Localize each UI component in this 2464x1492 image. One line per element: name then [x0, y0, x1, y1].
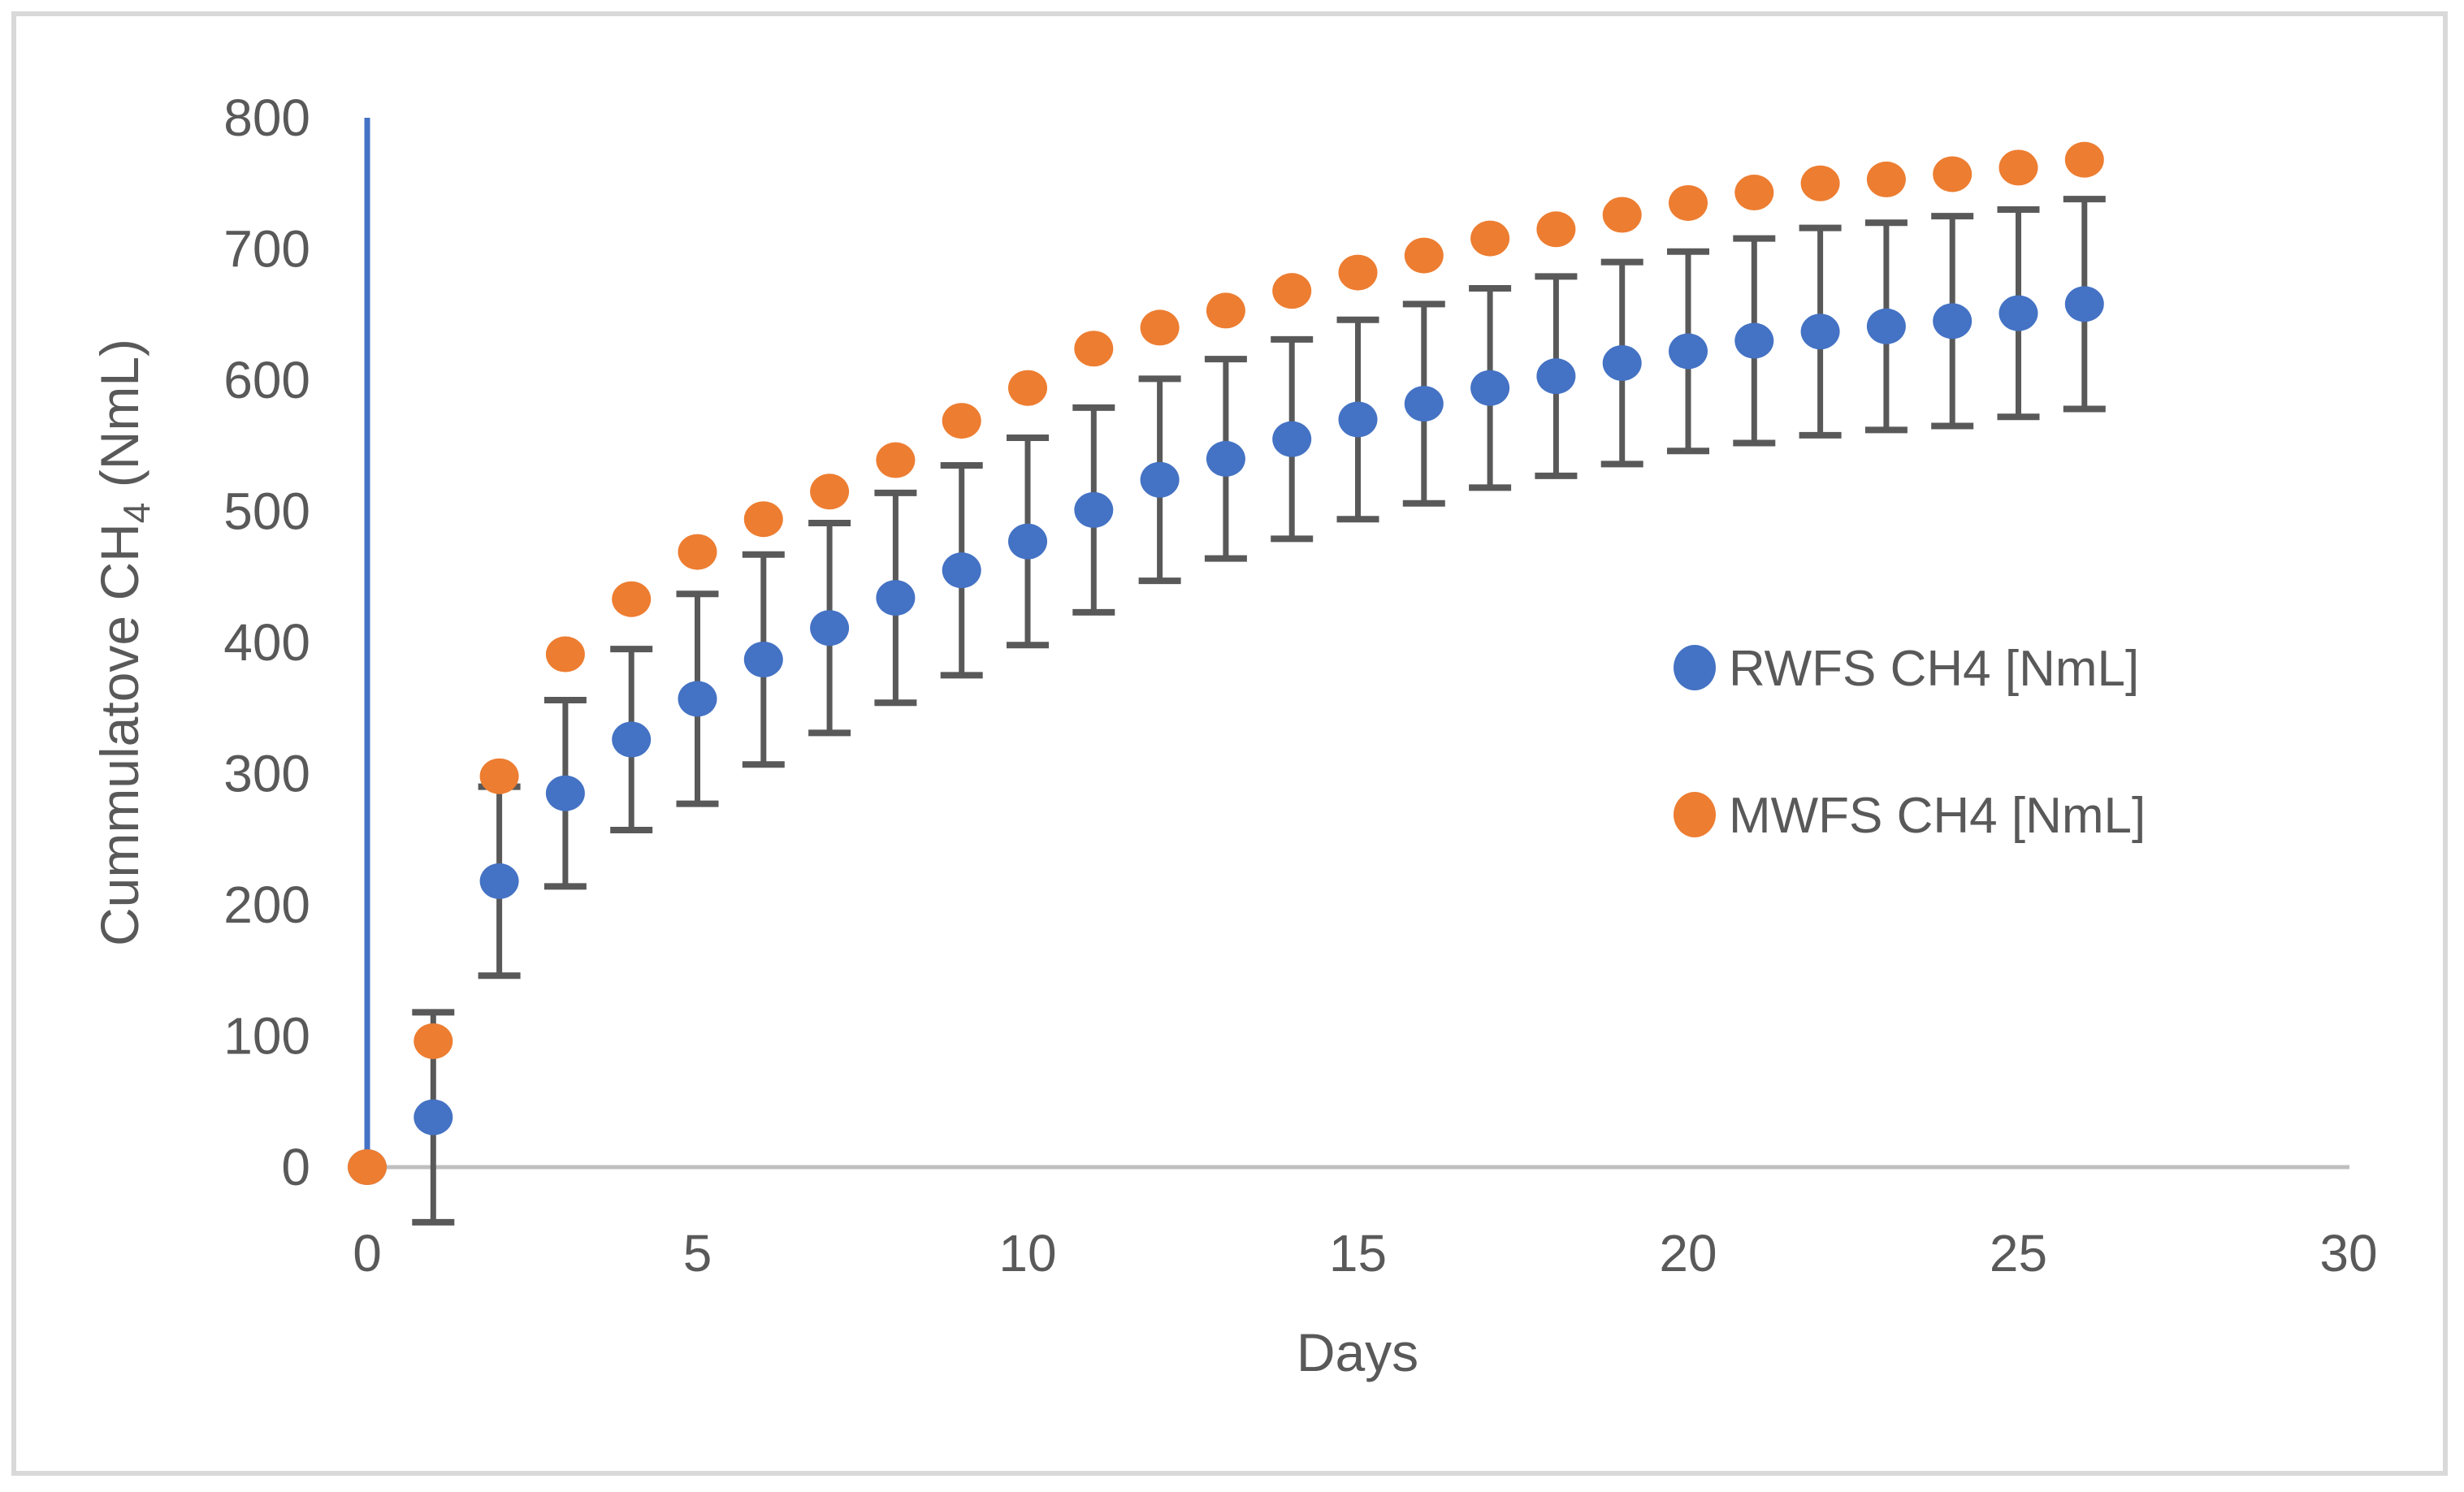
x-tick-label: 30	[2319, 1224, 2377, 1282]
data-point-mwfs	[1470, 220, 1510, 257]
data-point-mwfs	[348, 1149, 387, 1185]
data-point-rwfs	[1800, 314, 1840, 350]
data-point-mwfs	[1074, 331, 1114, 367]
data-point-mwfs	[1669, 184, 1708, 221]
data-point-mwfs	[743, 501, 783, 538]
figure-border	[11, 11, 2448, 1476]
error-bars-group	[412, 196, 2106, 1226]
data-point-mwfs	[545, 636, 585, 672]
data-point-mwfs	[1536, 211, 1576, 248]
data-point-mwfs	[1933, 156, 1972, 192]
x-tick-label: 20	[1659, 1224, 1717, 1282]
legend-marker-mwfs-icon	[1674, 792, 1716, 837]
x-tick-label: 0	[353, 1224, 382, 1282]
x-tick-label: 10	[998, 1224, 1056, 1282]
y-tick-label: 100	[223, 1007, 310, 1066]
data-point-rwfs	[876, 580, 916, 616]
data-point-mwfs	[479, 758, 519, 794]
data-points-group	[348, 141, 2104, 1185]
data-point-mwfs	[1404, 237, 1444, 274]
y-tick-label: 700	[223, 220, 310, 279]
data-point-mwfs	[942, 403, 981, 439]
data-point-rwfs	[1008, 523, 1047, 560]
x-tick-label: 5	[683, 1224, 712, 1282]
data-point-mwfs	[612, 581, 652, 617]
data-point-rwfs	[1998, 295, 2038, 331]
data-point-rwfs	[1602, 345, 1642, 382]
data-point-mwfs	[1998, 149, 2038, 186]
data-point-rwfs	[612, 721, 652, 758]
data-point-rwfs	[942, 552, 981, 589]
legend-label-rwfs: RWFS CH4 [NmL]	[1729, 641, 2139, 697]
data-point-rwfs	[1933, 303, 1972, 339]
data-point-rwfs	[1734, 322, 1774, 359]
y-tick-label: 600	[223, 351, 310, 409]
legend-marker-rwfs-icon	[1674, 645, 1716, 690]
data-point-mwfs	[1206, 292, 1245, 329]
data-point-mwfs	[1602, 197, 1642, 233]
y-tick-label: 400	[223, 613, 310, 672]
y-axis-title: Cummulatove CH4 (NmL)	[89, 339, 158, 946]
legend-label-mwfs: MWFS CH4 [NmL]	[1729, 788, 2146, 844]
data-point-rwfs	[1470, 370, 1510, 406]
x-tick-label: 15	[1329, 1224, 1387, 1282]
data-point-mwfs	[1272, 273, 1312, 309]
data-point-rwfs	[1272, 421, 1312, 457]
data-point-mwfs	[2064, 141, 2104, 178]
legend: RWFS CH4 [NmL] MWFS CH4 [NmL]	[1674, 641, 2146, 844]
x-axis-title: Days	[1297, 1322, 1418, 1382]
data-point-rwfs	[1206, 440, 1245, 477]
data-point-mwfs	[678, 534, 717, 570]
data-point-rwfs	[1140, 461, 1180, 498]
data-point-mwfs	[1866, 161, 1906, 197]
data-point-mwfs	[876, 442, 916, 478]
data-point-mwfs	[1800, 165, 1840, 201]
data-point-rwfs	[545, 775, 585, 811]
y-tick-label: 800	[223, 89, 310, 147]
data-point-rwfs	[1669, 333, 1708, 370]
data-point-mwfs	[414, 1023, 453, 1059]
data-point-mwfs	[810, 474, 850, 510]
data-point-rwfs	[2064, 286, 2104, 322]
data-point-rwfs	[743, 641, 783, 677]
data-point-mwfs	[1338, 254, 1378, 291]
y-tick-label: 200	[223, 876, 310, 934]
data-point-rwfs	[1074, 491, 1114, 528]
data-point-rwfs	[1536, 358, 1576, 395]
data-point-rwfs	[414, 1099, 453, 1135]
data-point-rwfs	[810, 610, 850, 647]
y-tick-label: 0	[281, 1138, 310, 1196]
data-point-mwfs	[1008, 370, 1047, 406]
data-point-rwfs	[479, 863, 519, 899]
y-tick-label: 500	[223, 482, 310, 541]
y-axis-tick-labels: 0 100 200 300 400 500 600 700 800	[223, 89, 310, 1196]
data-point-rwfs	[1866, 308, 1906, 344]
x-tick-label: 25	[1990, 1224, 2047, 1282]
data-point-mwfs	[1140, 309, 1180, 346]
data-point-mwfs	[1734, 175, 1774, 211]
data-point-rwfs	[678, 681, 717, 717]
data-point-rwfs	[1338, 401, 1378, 438]
data-point-rwfs	[1404, 386, 1444, 422]
x-axis-tick-labels: 0 5 10 15 20 25 30	[353, 1224, 2377, 1282]
y-tick-label: 300	[223, 745, 310, 803]
